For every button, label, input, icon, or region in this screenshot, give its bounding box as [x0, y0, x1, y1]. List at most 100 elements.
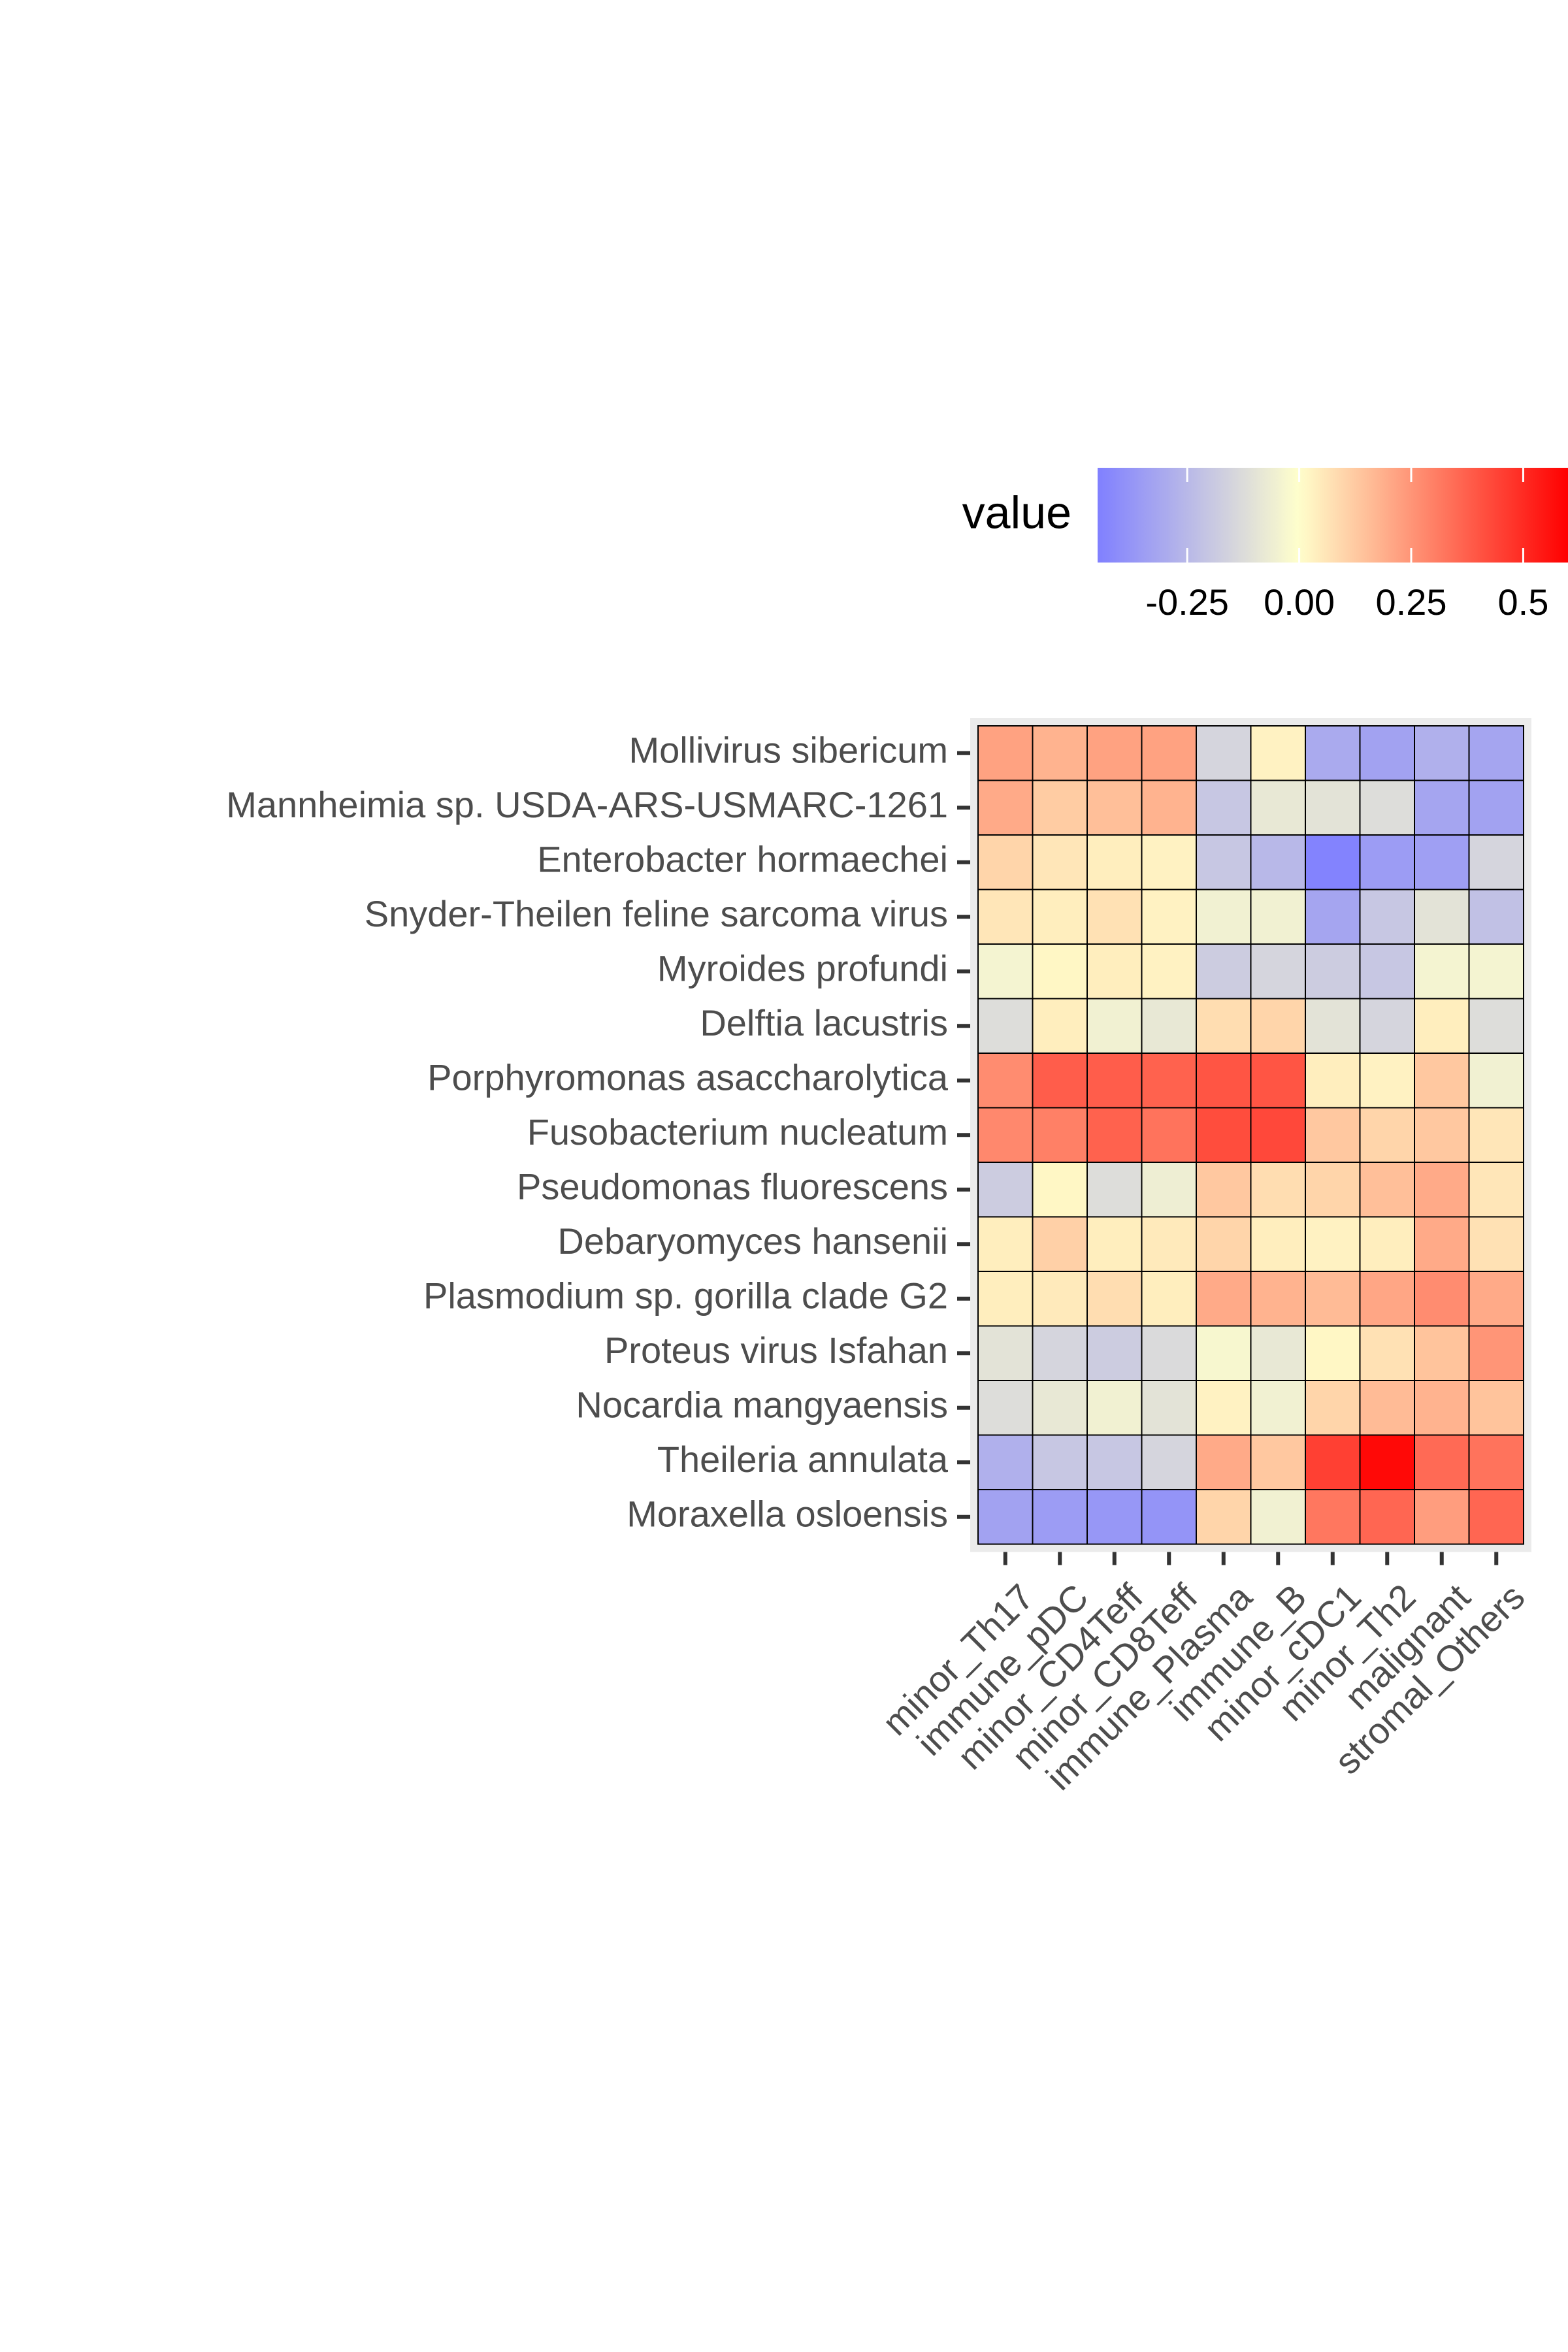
heatmap-cell: [1250, 1380, 1306, 1436]
heatmap-cell: [1305, 725, 1361, 781]
heatmap-cell: [1359, 943, 1415, 1000]
heatmap-cell: [1141, 1216, 1197, 1272]
heatmap-cell: [1468, 779, 1524, 836]
heatmap-cell: [1468, 943, 1524, 1000]
heatmap-cell: [1141, 998, 1197, 1054]
y-axis: Mollivirus sibericum Mannheimia sp. USDA-…: [226, 730, 970, 1535]
x-axis: minor_Th17immune_pDCminor_CD4Teffminor_C…: [874, 1552, 1533, 1798]
heatmap-cell: [1086, 889, 1143, 945]
heatmap-cell: [977, 1216, 1034, 1272]
heatmap-cell: [1032, 725, 1088, 781]
heatmap-cell: [1196, 1271, 1252, 1327]
heatmap-cell: [1305, 1053, 1361, 1109]
heatmap-cell: [977, 998, 1034, 1054]
heatmap-cell: [1305, 998, 1361, 1054]
heatmap-cell: [1196, 889, 1252, 945]
heatmap-cell: [1250, 943, 1306, 1000]
heatmap-cell: [1468, 889, 1524, 945]
heatmap-cell: [1032, 998, 1088, 1054]
heatmap-cell: [1359, 1107, 1415, 1163]
heatmap-cell: [1414, 834, 1470, 890]
heatmap-cell: [1196, 1380, 1252, 1436]
heatmap-cell: [1250, 1053, 1306, 1109]
heatmap-cell: [1141, 943, 1197, 1000]
heatmap-cell: [1086, 1053, 1143, 1109]
heatmap-cell: [1141, 1107, 1197, 1163]
heatmap-cell: [1305, 1271, 1361, 1327]
heatmap-cell: [1468, 998, 1524, 1054]
heatmap-cell: [1359, 889, 1415, 945]
heatmap-cell: [1032, 1325, 1088, 1381]
y-tick-label: Delftia lacustris: [700, 1002, 948, 1043]
heatmap-cell: [1032, 1107, 1088, 1163]
heatmap-cell: [1141, 1162, 1197, 1218]
heatmap-cell: [1196, 1162, 1252, 1218]
heatmap-cell: [1414, 1216, 1470, 1272]
heatmap-cell: [1086, 943, 1143, 1000]
heatmap-cell: [1032, 943, 1088, 1000]
heatmap-cell: [1032, 1380, 1088, 1436]
y-tick-label: Porphyromonas asaccharolytica: [427, 1057, 949, 1098]
heatmap-cell: [1250, 834, 1306, 890]
y-tick-label: Debaryomyces hansenii: [557, 1220, 948, 1262]
legend-tick-label: 0.00: [1264, 581, 1335, 623]
legend-title: value: [962, 487, 1071, 538]
heatmap-cell: [1250, 725, 1306, 781]
color-legend: value -0.25 0.00 0.25 0.5: [962, 468, 1568, 623]
heatmap-cell: [1141, 725, 1197, 781]
heatmap-cell: [977, 1434, 1034, 1490]
heatmap-cell: [1414, 1380, 1470, 1436]
heatmap-cell: [1196, 1489, 1252, 1545]
heatmap-cell: [1196, 725, 1252, 781]
heatmap-cell: [977, 1107, 1034, 1163]
heatmap-cell: [1250, 1271, 1306, 1327]
heatmap-cell: [977, 1489, 1034, 1545]
heatmap-cell: [1359, 1271, 1415, 1327]
heatmap-cells: [977, 725, 1524, 1545]
heatmap-cell: [1196, 998, 1252, 1054]
y-tick-label: Enterobacter hormaechei: [537, 839, 948, 880]
heatmap-cell: [1414, 1434, 1470, 1490]
legend-tick-label: -0.25: [1145, 581, 1229, 623]
heatmap-cell: [1250, 998, 1306, 1054]
heatmap-cell: [1086, 1489, 1143, 1545]
heatmap-cell: [1468, 1271, 1524, 1327]
heatmap-cell: [1250, 1325, 1306, 1381]
heatmap-cell: [977, 1162, 1034, 1218]
heatmap-cell: [1414, 1053, 1470, 1109]
heatmap-cell: [1359, 834, 1415, 890]
heatmap-cell: [1196, 1325, 1252, 1381]
heatmap-cell: [977, 725, 1034, 781]
heatmap-cell: [1086, 779, 1143, 836]
heatmap-cell: [1250, 1489, 1306, 1545]
heatmap-cell: [1250, 1216, 1306, 1272]
heatmap-cell: [1468, 725, 1524, 781]
heatmap-cell: [1305, 889, 1361, 945]
heatmap-cell: [1032, 1162, 1088, 1218]
heatmap-cell: [1141, 779, 1197, 836]
heatmap-cell: [1196, 779, 1252, 836]
heatmap-cell: [1305, 779, 1361, 836]
heatmap-cell: [1414, 779, 1470, 836]
heatmap-cell: [1305, 1216, 1361, 1272]
heatmap-cell: [1414, 1325, 1470, 1381]
heatmap-cell: [1359, 1434, 1415, 1490]
heatmap-cell: [1468, 1162, 1524, 1218]
heatmap-cell: [1305, 1380, 1361, 1436]
heatmap-cell: [1305, 943, 1361, 1000]
heatmap-cell: [1086, 1162, 1143, 1218]
heatmap-cell: [1305, 1434, 1361, 1490]
heatmap-cell: [1086, 834, 1143, 890]
heatmap-cell: [977, 1380, 1034, 1436]
y-tick-label: Theileria annulata: [657, 1439, 949, 1480]
heatmap-cell: [1086, 1216, 1143, 1272]
heatmap-cell: [977, 1053, 1034, 1109]
heatmap-cell: [1141, 1434, 1197, 1490]
heatmap-cell: [1250, 1434, 1306, 1490]
y-tick-label: Moraxella osloensis: [627, 1494, 948, 1535]
y-tick-label: Pseudomonas fluorescens: [517, 1166, 948, 1207]
heatmap-cell: [1086, 1107, 1143, 1163]
y-tick-label: Nocardia mangyaensis: [576, 1384, 948, 1426]
heatmap-cell: [1414, 1162, 1470, 1218]
